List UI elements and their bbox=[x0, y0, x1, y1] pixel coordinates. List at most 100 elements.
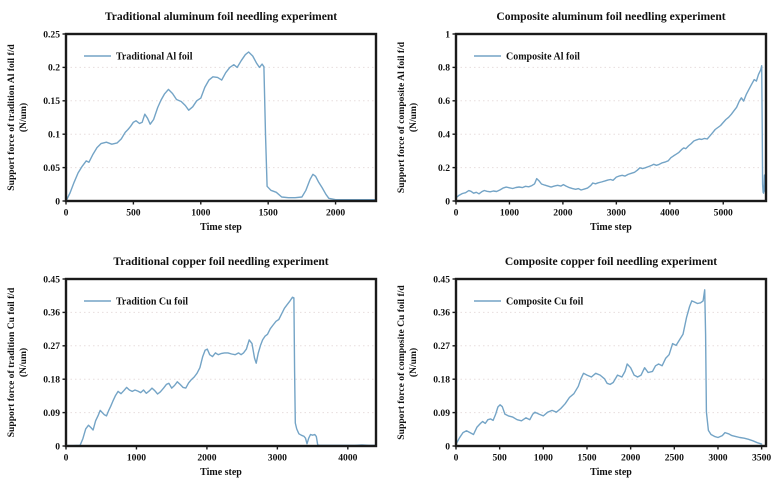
svg-text:0.2: 0.2 bbox=[48, 63, 60, 74]
chart-title: Composite copper foil needling experimen… bbox=[505, 255, 717, 268]
y-axis-label: Support force of tradition Cu foil f/d bbox=[6, 287, 17, 437]
x-tick-labels: 0 1000 2000 3000 4000 bbox=[64, 453, 358, 464]
x-tick-labels: 0 1000 2000 3000 4000 5000 bbox=[454, 208, 733, 219]
svg-text:3500: 3500 bbox=[752, 453, 771, 464]
svg-text:0: 0 bbox=[454, 453, 459, 464]
svg-text:0.6: 0.6 bbox=[438, 96, 450, 107]
y-axis-units-label: (N/um) bbox=[18, 103, 29, 132]
plot-frame bbox=[454, 277, 768, 448]
svg-text:5000: 5000 bbox=[714, 208, 733, 219]
svg-text:1000: 1000 bbox=[534, 453, 553, 464]
tick-marks bbox=[62, 278, 349, 450]
y-tick-labels: 0 0.09 0.18 0.27 0.36 0.45 bbox=[433, 274, 450, 452]
svg-text:0.05: 0.05 bbox=[43, 163, 60, 174]
legend-label: Tradition Cu foil bbox=[116, 297, 188, 308]
y-axis-label: Support force of composite Al foil f/d bbox=[396, 41, 407, 193]
x-axis-label: Time step bbox=[590, 222, 632, 233]
svg-text:4000: 4000 bbox=[660, 208, 679, 219]
x-tick-labels: 0 500 1000 1500 2000 2500 3000 3500 bbox=[454, 453, 772, 464]
y-axis-label: Support force of tradition Al foil f/d bbox=[6, 44, 17, 191]
y-tick-labels: 0 0.05 0.1 0.15 0.2 0.25 bbox=[43, 29, 60, 207]
chart-traditional-cu: Traditional copper foil needling experim… bbox=[0, 245, 390, 490]
svg-text:4000: 4000 bbox=[338, 453, 357, 464]
chart-title: Composite aluminum foil needling experim… bbox=[496, 10, 725, 23]
svg-text:1000: 1000 bbox=[500, 208, 519, 219]
svg-text:0.1: 0.1 bbox=[48, 130, 60, 141]
tick-marks bbox=[62, 33, 337, 205]
svg-text:0.36: 0.36 bbox=[43, 308, 60, 319]
chart-composite-cu: Composite copper foil needling experimen… bbox=[390, 245, 780, 490]
svg-text:0: 0 bbox=[64, 453, 69, 464]
svg-text:0: 0 bbox=[445, 441, 450, 452]
svg-text:0: 0 bbox=[454, 208, 459, 219]
x-axis-label: Time step bbox=[590, 467, 632, 478]
y-tick-labels: 0 0.2 0.4 0.6 0.8 1 bbox=[438, 29, 450, 207]
x-tick-labels: 0 500 1000 1500 2000 bbox=[64, 208, 346, 219]
svg-text:3000: 3000 bbox=[268, 453, 287, 464]
svg-text:2000: 2000 bbox=[553, 208, 572, 219]
y-axis-label: Support force of composite Cu foil f/d bbox=[396, 285, 407, 440]
svg-text:0.45: 0.45 bbox=[433, 274, 450, 285]
legend-label: Composite Al foil bbox=[506, 52, 580, 63]
svg-text:0.36: 0.36 bbox=[433, 308, 450, 319]
plot-frame bbox=[64, 277, 378, 448]
svg-text:1000: 1000 bbox=[191, 208, 210, 219]
svg-text:2500: 2500 bbox=[665, 453, 684, 464]
legend: Traditional Al foil bbox=[84, 52, 193, 63]
y-axis-units-label: (N/um) bbox=[18, 348, 29, 377]
tick-marks bbox=[452, 33, 724, 205]
plot-frame bbox=[454, 32, 768, 203]
legend: Composite Al foil bbox=[474, 52, 580, 63]
svg-text:1000: 1000 bbox=[127, 453, 146, 464]
y-axis-units-label: (N/um) bbox=[408, 103, 419, 132]
svg-text:0: 0 bbox=[55, 441, 60, 452]
svg-text:0.27: 0.27 bbox=[433, 341, 450, 352]
svg-text:3000: 3000 bbox=[607, 208, 626, 219]
chart-composite-al: Composite aluminum foil needling experim… bbox=[390, 0, 780, 245]
svg-text:0: 0 bbox=[55, 196, 60, 207]
svg-text:500: 500 bbox=[126, 208, 141, 219]
plot-frame bbox=[64, 32, 378, 203]
svg-text:0: 0 bbox=[445, 196, 450, 207]
svg-text:0.18: 0.18 bbox=[43, 375, 60, 386]
y-tick-labels: 0 0.09 0.18 0.27 0.36 0.45 bbox=[43, 274, 60, 452]
svg-text:3000: 3000 bbox=[708, 453, 727, 464]
x-axis-label: Time step bbox=[200, 467, 242, 478]
svg-text:0.45: 0.45 bbox=[43, 274, 60, 285]
data-line bbox=[65, 51, 377, 202]
svg-text:0.4: 0.4 bbox=[438, 130, 450, 141]
chart-title: Traditional copper foil needling experim… bbox=[113, 255, 328, 268]
data-line bbox=[455, 289, 763, 445]
svg-text:0.2: 0.2 bbox=[438, 163, 450, 174]
svg-text:2000: 2000 bbox=[621, 453, 640, 464]
svg-text:0.09: 0.09 bbox=[43, 408, 60, 419]
svg-text:0.09: 0.09 bbox=[433, 408, 450, 419]
chart-panel-traditional-cu: Traditional copper foil needling experim… bbox=[0, 245, 390, 490]
svg-text:500: 500 bbox=[492, 453, 507, 464]
legend-label: Traditional Al foil bbox=[116, 52, 193, 63]
data-line bbox=[65, 296, 377, 447]
chart-traditional-al: Traditional aluminum foil needling exper… bbox=[0, 0, 390, 245]
legend-label: Composite Cu foil bbox=[506, 297, 583, 308]
chart-title: Traditional aluminum foil needling exper… bbox=[105, 10, 337, 23]
svg-text:1500: 1500 bbox=[577, 453, 596, 464]
legend: Tradition Cu foil bbox=[84, 297, 188, 308]
svg-text:0: 0 bbox=[64, 208, 69, 219]
svg-text:2000: 2000 bbox=[197, 453, 216, 464]
svg-text:1500: 1500 bbox=[259, 208, 278, 219]
svg-text:0.8: 0.8 bbox=[438, 63, 450, 74]
svg-text:0.15: 0.15 bbox=[43, 96, 60, 107]
tick-marks bbox=[452, 278, 763, 450]
chart-panel-traditional-al: Traditional aluminum foil needling exper… bbox=[0, 0, 390, 245]
svg-text:0.27: 0.27 bbox=[43, 341, 60, 352]
y-axis-units-label: (N/um) bbox=[408, 348, 419, 377]
data-line bbox=[455, 64, 767, 199]
chart-panel-composite-al: Composite aluminum foil needling experim… bbox=[390, 0, 780, 245]
x-axis-label: Time step bbox=[200, 222, 242, 233]
svg-text:1: 1 bbox=[445, 29, 450, 40]
legend: Composite Cu foil bbox=[474, 297, 583, 308]
svg-text:2000: 2000 bbox=[326, 208, 345, 219]
svg-text:0.25: 0.25 bbox=[43, 29, 60, 40]
chart-panel-composite-cu: Composite copper foil needling experimen… bbox=[390, 245, 780, 490]
